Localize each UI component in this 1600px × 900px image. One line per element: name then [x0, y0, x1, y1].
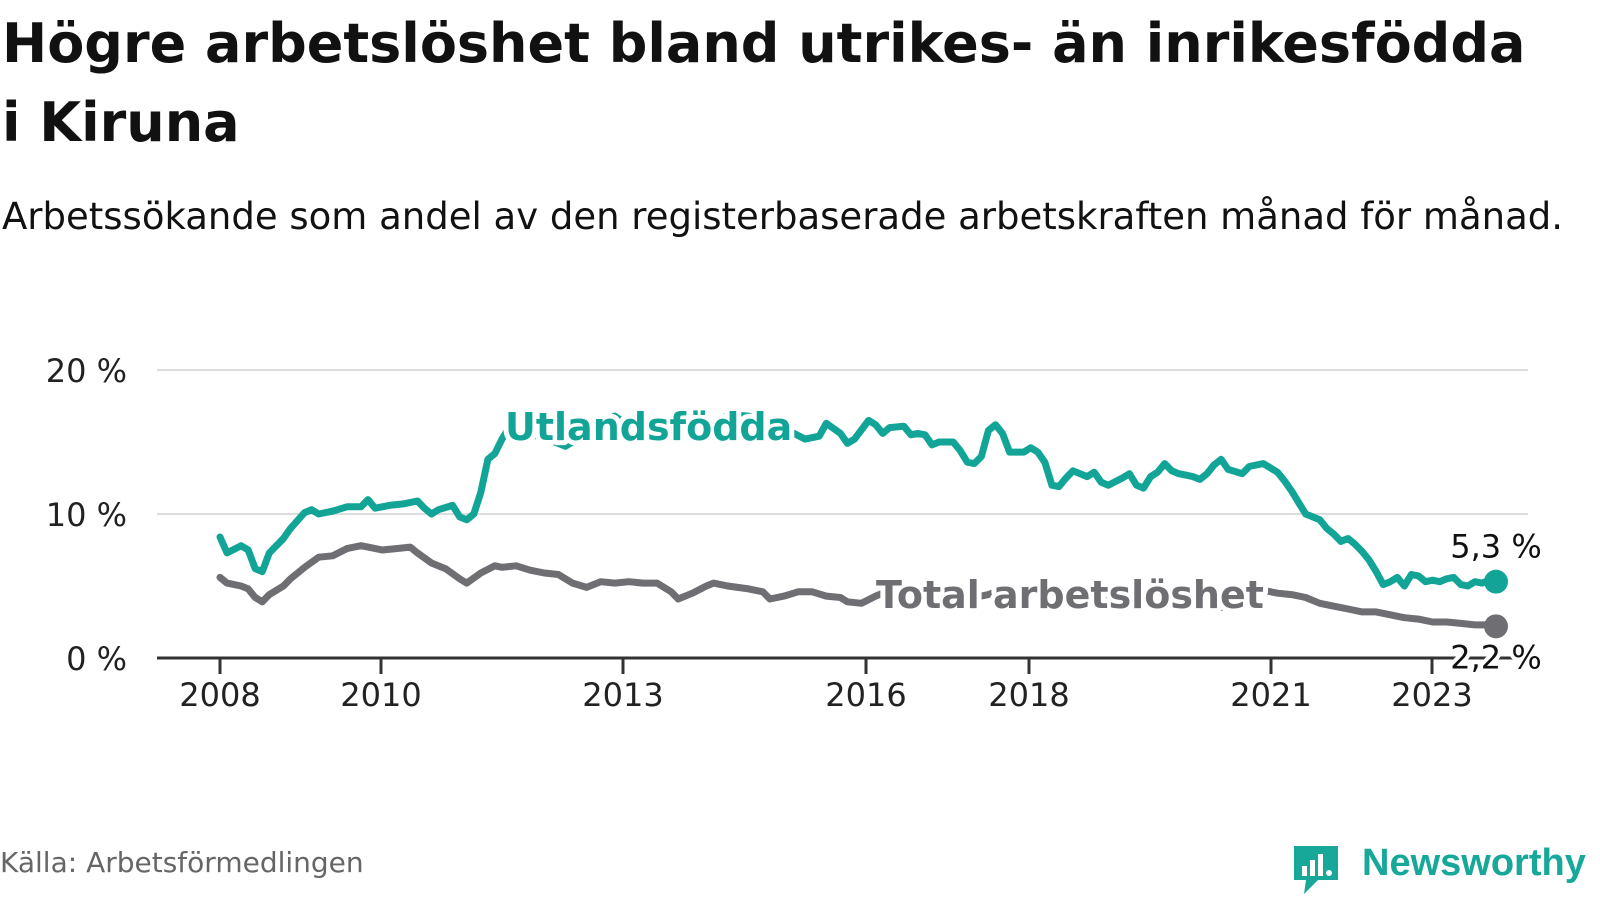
y-tick-label: 20 % [46, 352, 127, 390]
x-tick-label: 2008 [179, 676, 260, 714]
y-tick-label: 0 % [66, 640, 127, 678]
series-lines [216, 411, 1508, 639]
y-tick-label: 10 % [46, 496, 127, 534]
x-tick-label: 2010 [340, 676, 421, 714]
series-end-point-utlandsfodda [1484, 569, 1508, 594]
series-end-point-total [1484, 614, 1508, 639]
newsworthy-logo-icon [1294, 846, 1338, 894]
chart-title: Högre arbetslöshet bland utrikes- än inr… [2, 12, 1526, 154]
end-label-utlandsfodda: 5,3 % [1450, 528, 1541, 566]
gridlines [157, 369, 1528, 515]
source-note: Källa: Arbetsförmedlingen [0, 846, 364, 879]
x-tick-label: 2023 [1391, 676, 1472, 714]
series-line-total [216, 542, 1500, 630]
end-label-utlandsfodda-halo: 5,3 % [1450, 528, 1541, 566]
series-label-total: Total arbetslöshet [876, 573, 1264, 617]
series-label-total-halo: Total arbetslöshet [876, 573, 1264, 617]
end-label-total-halo: 2,2 % [1450, 638, 1541, 676]
x-tick-label: 2013 [582, 676, 663, 714]
logo-text: Newsworthy [1362, 842, 1586, 884]
x-tick-label: 2021 [1230, 676, 1311, 714]
series-line-utlandsfodda [216, 411, 1500, 590]
newsworthy-logo: Newsworthy [1290, 840, 1590, 900]
end-label-total: 2,2 % [1450, 638, 1541, 676]
chart-subtitle: Arbetssökande som andel av den registerb… [2, 195, 1563, 238]
x-tick-label: 2016 [825, 676, 906, 714]
x-tick-label: 2018 [988, 676, 1069, 714]
series-label-utlandsfodda: Utlandsfödda [505, 405, 792, 449]
axes: 0 % 10 % 20 % 2008 2010 2013 2016 2018 2021 2023 [46, 352, 1528, 714]
series-label-utlandsfodda-halo: Utlandsfödda [505, 405, 792, 449]
